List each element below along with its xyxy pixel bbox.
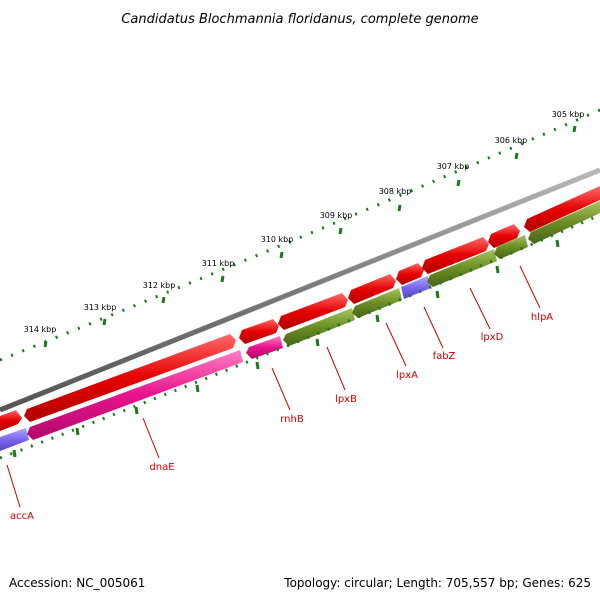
reverse-gene <box>401 276 431 299</box>
genome-backbone <box>0 167 600 413</box>
reverse-gene <box>528 201 600 244</box>
genome-summary-text: Topology: circular; Length: 705,557 bp; … <box>283 576 591 590</box>
inner-tick <box>495 265 500 274</box>
kbp-tick <box>456 179 461 187</box>
kbp-label: 308 kbp <box>379 187 412 196</box>
inner-tick <box>255 361 260 370</box>
reverse-gene <box>352 288 402 318</box>
forward-gene <box>0 410 22 431</box>
forward-gene <box>24 334 236 422</box>
gene-labels: accA dnaE rnhB lpxB lpxA fabZ lpxD hlpA <box>10 312 553 522</box>
kbp-label: 311 kbp <box>202 259 235 268</box>
scale-ring <box>0 108 600 362</box>
kbp-labels: 305 kbp 306 kbp 307 kbp 308 kbp 309 kbp … <box>24 110 585 334</box>
forward-gene <box>396 263 424 285</box>
kbp-tick <box>338 227 343 235</box>
inner-tick <box>134 406 139 415</box>
kbp-label: 306 kbp <box>495 136 528 145</box>
kbp-label: 313 kbp <box>84 303 117 312</box>
forward-gene <box>239 319 279 344</box>
reverse-gene <box>494 235 528 259</box>
leader-line <box>142 417 160 459</box>
leader-line <box>423 306 444 349</box>
kbp-tick <box>220 275 225 283</box>
forward-gene <box>278 293 348 330</box>
gene-label-lpxA: lpxA <box>396 370 418 381</box>
inner-tick <box>195 384 200 393</box>
kbp-tick <box>102 318 107 326</box>
kbp-tick <box>397 204 402 212</box>
gene-label-dnaE: dnaE <box>149 462 174 473</box>
inner-tick <box>555 239 560 248</box>
kbp-label: 309 kbp <box>320 211 353 220</box>
gene-label-hlpA: hlpA <box>531 312 553 323</box>
reverse-strand <box>0 201 600 451</box>
leader-line <box>6 464 21 508</box>
forward-gene <box>524 186 600 232</box>
leader-line <box>385 322 407 367</box>
reverse-gene <box>427 249 497 287</box>
map-title: Candidatus Blochmannia floridanus, compl… <box>121 12 478 27</box>
reverse-gene <box>0 428 29 451</box>
inner-tick <box>315 338 320 347</box>
gene-label-lpxB: lpxB <box>335 394 357 405</box>
accession-text: Accession: NC_005061 <box>9 576 145 590</box>
kbp-tick <box>43 340 48 348</box>
forward-gene <box>348 274 396 304</box>
kbp-label: 314 kbp <box>24 325 57 334</box>
inner-tick <box>12 449 17 458</box>
kbp-tick <box>161 296 166 304</box>
leader-line <box>469 287 491 330</box>
kbp-tick <box>279 251 284 259</box>
forward-strand <box>0 186 600 431</box>
reverse-gene <box>246 336 283 359</box>
kbp-major-ticks <box>43 125 577 348</box>
inner-tick <box>435 290 440 299</box>
kbp-label: 305 kbp <box>552 110 585 119</box>
inner-tick <box>75 427 80 436</box>
kbp-label: 310 kbp <box>261 235 294 244</box>
gene-label-accA: accA <box>10 511 34 522</box>
forward-gene <box>422 237 489 274</box>
gene-label-rnhB: rnhB <box>280 414 304 425</box>
leader-line <box>271 367 291 411</box>
kbp-label: 307 kbp <box>437 162 470 171</box>
kbp-tick <box>572 125 577 133</box>
leader-line <box>326 346 346 391</box>
inner-tick <box>375 314 380 323</box>
inner-major-ticks <box>12 239 560 458</box>
gene-label-fabZ: fabZ <box>433 351 456 362</box>
gene-leaders <box>6 265 541 508</box>
leader-line <box>519 265 541 309</box>
reverse-gene <box>27 350 243 440</box>
kbp-tick <box>514 152 519 160</box>
gene-label-lpxD: lpxD <box>481 332 504 343</box>
kbp-label: 312 kbp <box>143 281 176 290</box>
forward-gene <box>488 224 520 248</box>
reverse-gene <box>283 308 355 346</box>
